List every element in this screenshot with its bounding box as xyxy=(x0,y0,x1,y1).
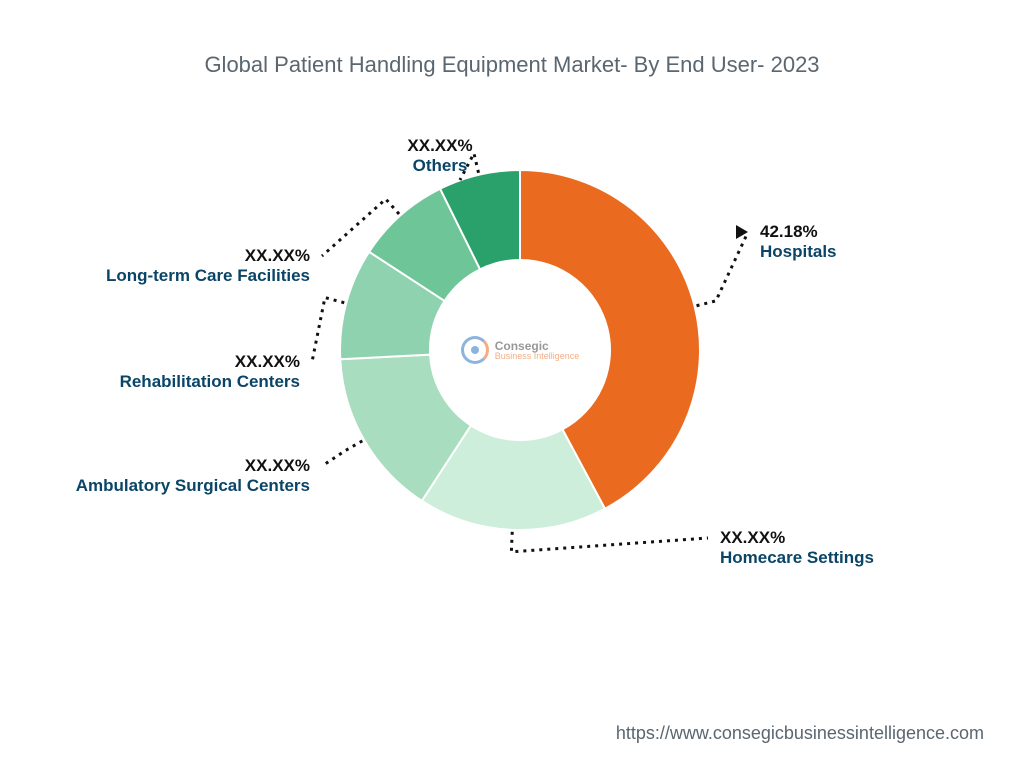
logo-line2: Business Intelligence xyxy=(495,352,580,361)
slice-label: 42.18%Hospitals xyxy=(760,222,837,262)
leader-line xyxy=(511,532,708,552)
slice-percent: XX.XX% xyxy=(106,246,310,266)
chart-area: Consegic Business Intelligence 42.18%Hos… xyxy=(0,130,1024,690)
slice-label: XX.XX%Ambulatory Surgical Centers xyxy=(76,456,310,496)
slice-label: XX.XX%Homecare Settings xyxy=(720,528,874,568)
logo-line1: Consegic xyxy=(495,340,580,352)
slice-name: Hospitals xyxy=(760,242,837,262)
slice-label: XX.XX%Rehabilitation Centers xyxy=(120,352,300,392)
leader-line xyxy=(697,232,748,306)
slice-name: Others xyxy=(360,156,520,176)
slice-name: Homecare Settings xyxy=(720,548,874,568)
slice-percent: XX.XX% xyxy=(76,456,310,476)
slice-name: Ambulatory Surgical Centers xyxy=(76,476,310,496)
slice-label: XX.XX%Long-term Care Facilities xyxy=(106,246,310,286)
slice-percent: XX.XX% xyxy=(120,352,300,372)
center-logo: Consegic Business Intelligence xyxy=(445,325,595,375)
logo-icon xyxy=(461,336,489,364)
slice-name: Rehabilitation Centers xyxy=(120,372,300,392)
arrow-head-icon xyxy=(736,225,748,239)
chart-title: Global Patient Handling Equipment Market… xyxy=(0,52,1024,78)
slice-label: XX.XX%Others xyxy=(360,136,520,176)
slice-percent: 42.18% xyxy=(760,222,837,242)
slice-percent: XX.XX% xyxy=(360,136,520,156)
logo-text: Consegic Business Intelligence xyxy=(495,340,580,361)
slice-name: Long-term Care Facilities xyxy=(106,266,310,286)
slice-percent: XX.XX% xyxy=(720,528,874,548)
footer-url: https://www.consegicbusinessintelligence… xyxy=(616,723,984,744)
